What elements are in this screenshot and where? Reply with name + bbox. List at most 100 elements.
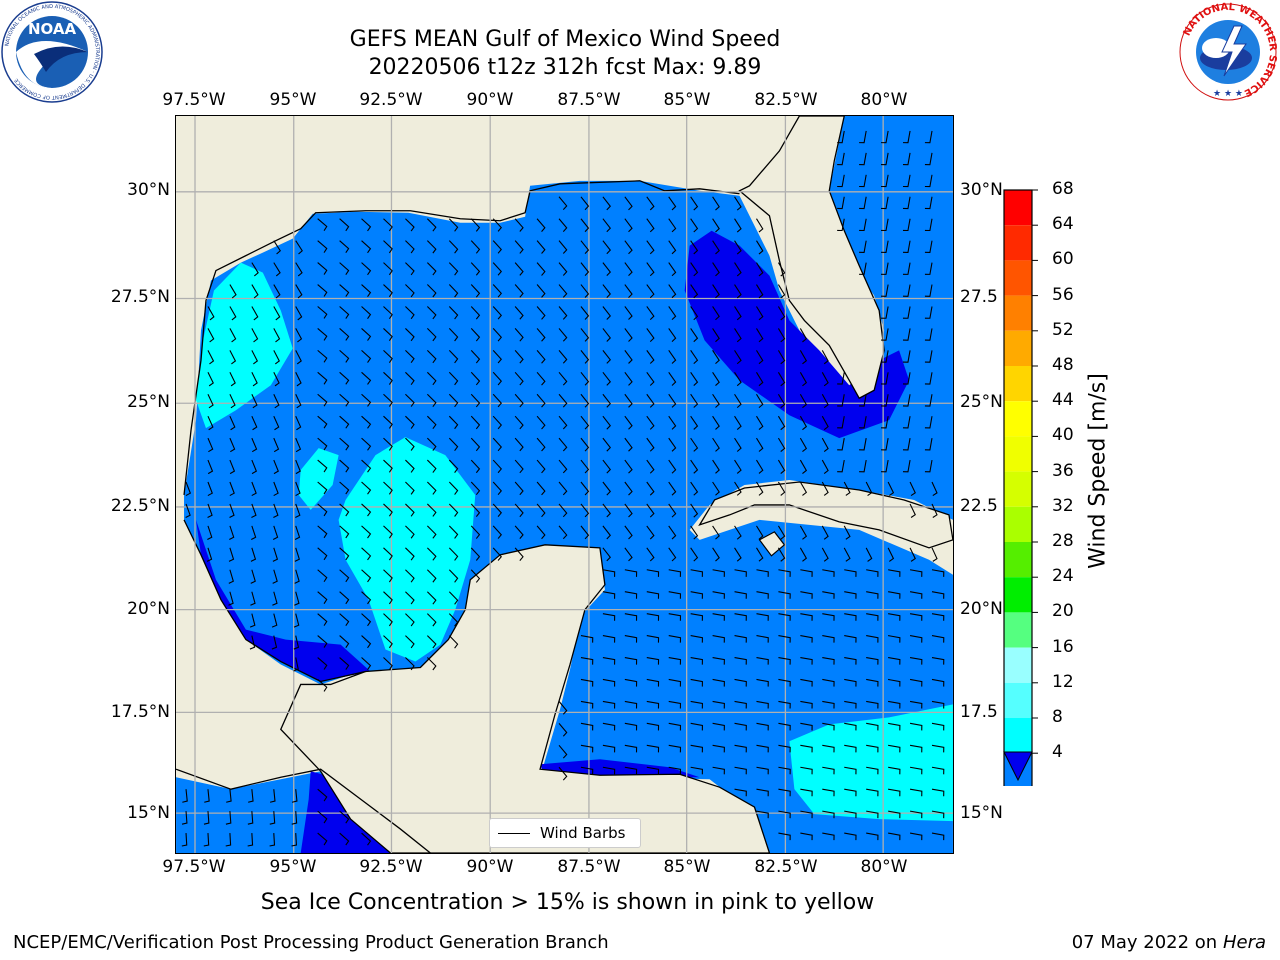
wind-barb [881,174,889,188]
wind-barb [799,415,808,431]
colorbar-segment [1004,190,1032,226]
wind-barb [924,240,933,253]
wind-barb [734,722,747,731]
wind-barb [881,306,889,319]
wind-barb [383,284,393,298]
wind-barb [778,832,791,841]
wind-barb [203,811,210,825]
cuba-land [698,481,953,549]
wind-barb [734,481,742,496]
map-legend: Wind Barbs [489,818,641,848]
wind-barb [383,371,393,385]
wind-barb [426,547,437,561]
wind-barb [225,811,232,825]
wind-barb [924,328,933,341]
wind-barb [229,437,236,453]
wind-barb [924,416,933,429]
wind-barb [902,130,911,144]
lon-label: 95°W [269,90,317,110]
wind-barb [756,766,769,775]
wind-barb [558,525,568,540]
colorbar-segment [1004,330,1032,366]
colorbar-title: Wind Speed [m/s] [1085,373,1111,569]
wind-barb [361,481,372,495]
wind-barb [361,591,372,605]
wind-barb [799,328,808,343]
wind-barb [405,371,415,385]
wind-barb [690,459,699,474]
wind-barb [821,415,829,431]
wind-barb [690,722,703,731]
wind-barb [295,284,303,299]
wind-barb [207,481,213,497]
wind-barb [646,437,655,452]
wind-barb [405,415,415,429]
wind-barb [558,196,568,211]
wind-barb [293,657,299,672]
wind-barb [383,657,393,671]
wind-barb [902,438,911,451]
wind-barb [690,591,703,599]
wind-barb [734,547,742,562]
wind-barb [339,393,350,407]
wind-barb [646,525,655,540]
lat-label: 30°N [960,180,1003,200]
wind-barb [361,349,372,363]
wind-barb [646,678,660,687]
wind-barb [558,371,568,386]
wind-barb [229,350,237,365]
wind-barb [931,547,938,562]
wind-barb [734,591,747,599]
wind-barb [778,656,791,665]
wind-barb [866,569,879,577]
wind-barb [470,349,481,364]
wind-barb [931,832,945,841]
lat-label: 22.5 [960,496,998,516]
wind-barb [859,218,867,232]
wind-barb [251,372,258,387]
wind-barb [514,262,524,276]
wind-barb [536,371,546,386]
wind-barb [383,218,393,232]
wind-barb [859,196,867,210]
wind-barb [317,306,328,319]
wind-barb [712,766,725,775]
wind-barb [580,437,590,452]
wind-barb [690,678,703,687]
wind-barb [909,722,923,731]
wind-barb [339,635,350,648]
wind-barb [624,569,638,577]
wind-barb [426,635,437,649]
wind-barb [426,591,437,605]
wind-barb [514,350,524,364]
wind-barb [866,678,879,687]
wind-barb [624,437,633,452]
wind-barb [777,393,786,409]
wind-barb [624,481,633,496]
wind-barb [734,240,742,255]
wind-barb [909,832,923,841]
wind-barb [602,656,616,665]
wind-barb [514,328,524,342]
wind-barb [690,393,699,408]
wind-barb [800,766,813,775]
wind-barb [448,569,459,583]
wind-barb [624,700,638,709]
wind-barb [646,328,655,342]
wind-barb [902,218,911,232]
colorbar-segment [1004,577,1032,613]
wind-barb [624,656,638,665]
sea-ice-caption: Sea Ice Concentration > 15% is shown in … [260,890,875,915]
wind-barb [909,744,923,753]
wind-barb [646,722,660,731]
wind-barb [931,569,945,577]
wind-barb [822,569,835,577]
wind-barb [843,525,851,540]
wind-barb [646,547,655,562]
lon-label: 85°W [663,857,711,877]
wind-barb [881,350,889,363]
wind-barb [580,635,594,643]
wind-barb [448,393,459,408]
wind-barb [888,832,901,841]
wind-barb [844,744,857,753]
